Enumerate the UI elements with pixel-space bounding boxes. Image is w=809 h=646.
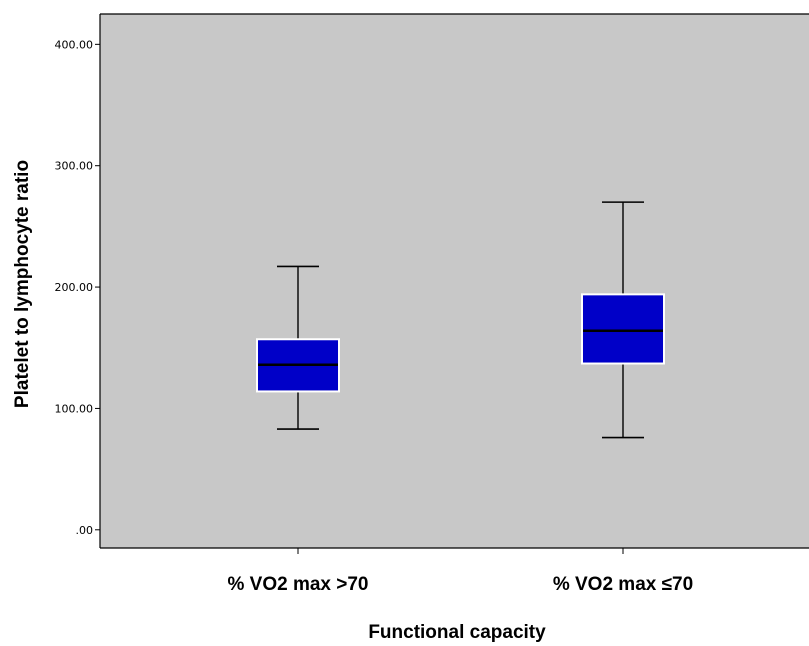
box-series — [256, 201, 665, 439]
y-tick-label: 200.00 — [55, 281, 94, 294]
y-tick-label: 300.00 — [55, 160, 94, 173]
box-group — [581, 201, 665, 439]
y-axis-title: Platelet to lymphocyte ratio — [12, 160, 33, 408]
y-tick-label: 400.00 — [55, 38, 94, 51]
x-axis-title: Functional capacity — [368, 622, 546, 643]
y-axis-ticks: .00 100.00 200.00 300.00 400.00 — [55, 38, 100, 537]
x-tick-label: % VO2 max >70 — [227, 574, 368, 595]
x-axis-ticks: % VO2 max >70 % VO2 max ≤70 — [227, 548, 693, 595]
y-tick-label: 100.00 — [55, 402, 94, 415]
plot-background — [100, 14, 809, 548]
box-group — [256, 265, 340, 430]
x-tick-label: % VO2 max ≤70 — [553, 574, 693, 595]
y-tick-label: .00 — [76, 524, 94, 537]
box-iqr — [581, 293, 665, 365]
